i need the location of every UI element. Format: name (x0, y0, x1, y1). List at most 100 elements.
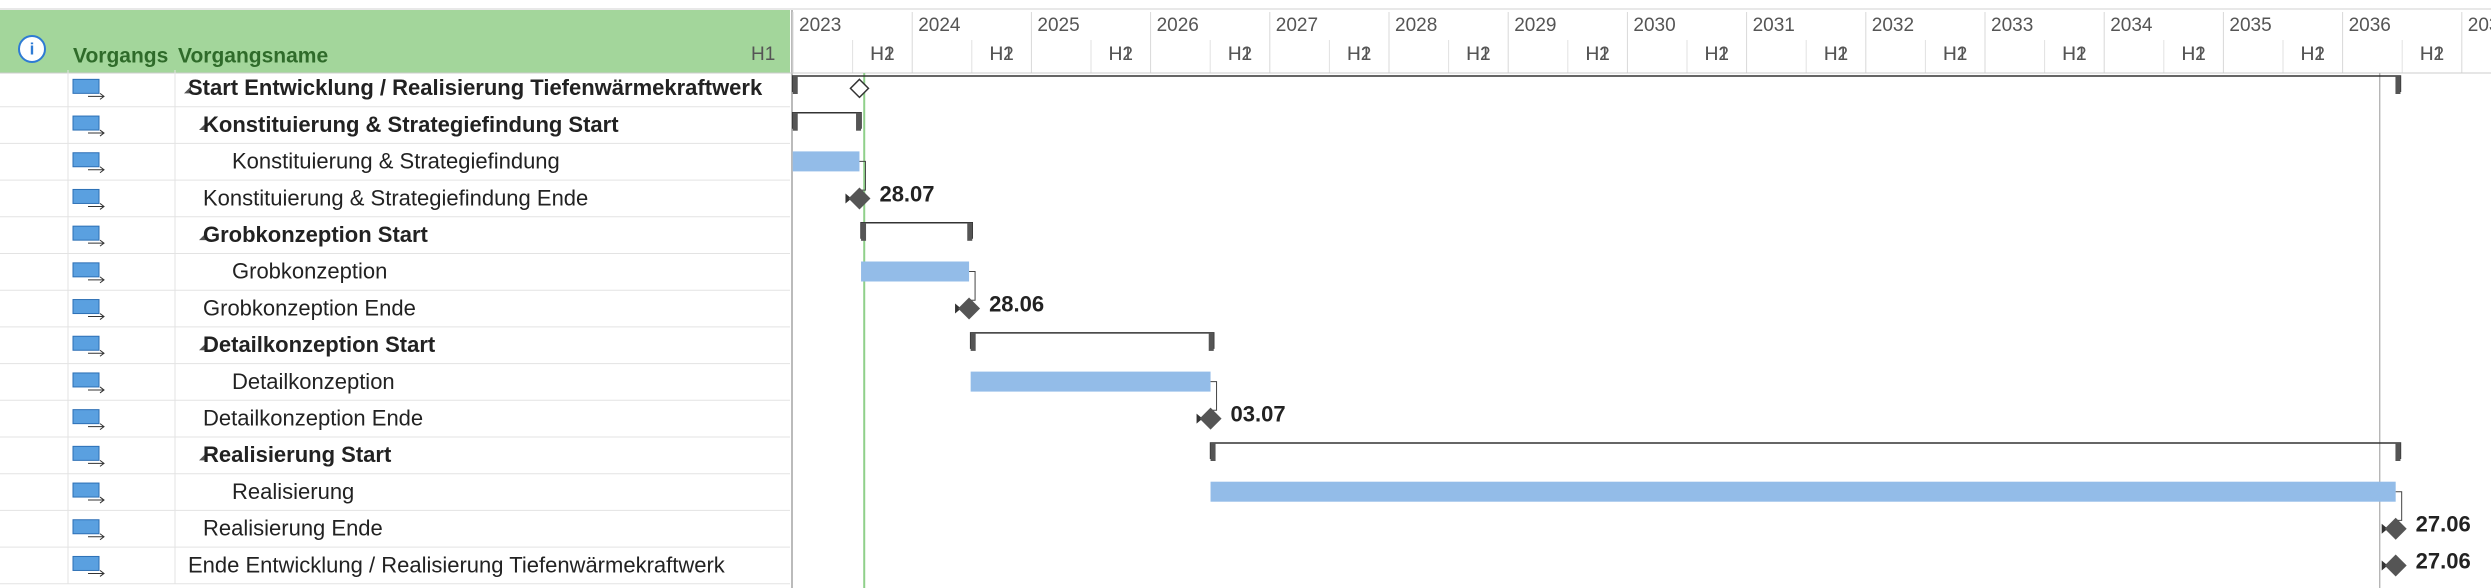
mode-icon (72, 188, 100, 204)
mode-arrow (88, 276, 105, 284)
mode-arrow (88, 313, 105, 320)
collapse-toggle (199, 123, 206, 131)
half-label: H1 (1466, 44, 1490, 65)
task-name: Konstituierung & Strategiefindung Ende (203, 185, 588, 210)
task-name: Realisierung Ende (203, 516, 383, 541)
half-label: H2 (1824, 44, 1848, 65)
milestone (2384, 517, 2407, 540)
year-label: 2025 (1037, 15, 1079, 36)
mode-arrow (88, 386, 105, 394)
half-label: H2 (1228, 44, 1252, 65)
summary-cap (856, 112, 862, 131)
half-label: H1 (2420, 44, 2444, 65)
year-label: 2027 (1276, 15, 1318, 36)
year-label: 2024 (918, 15, 961, 36)
half-label: H1 (1943, 44, 1967, 65)
collapse-toggle (199, 343, 206, 351)
half-label: H2 (989, 44, 1013, 65)
year-label: 2030 (1633, 15, 1675, 36)
mode-icon (72, 555, 100, 571)
mode-icon (72, 262, 100, 278)
half-label: H1 (1228, 44, 1252, 65)
task-name: Realisierung Start (203, 442, 392, 467)
task-name: Ende Entwicklung / Realisierung Tiefenwä… (188, 552, 726, 577)
mode-icon (72, 78, 100, 94)
mode-icon (72, 409, 100, 425)
year-label: 2032 (1872, 15, 1914, 36)
summary-cap (970, 332, 976, 351)
half-label: H2 (1705, 44, 1729, 65)
mode-arrow (88, 423, 105, 431)
info-glyph: i (30, 39, 35, 58)
mode-arrow (88, 459, 105, 467)
mode-icon (72, 445, 100, 461)
summary-cap (967, 222, 973, 241)
half-label: H1 (1109, 44, 1133, 65)
half-label: H2 (1585, 44, 1609, 65)
mode-icon (72, 372, 100, 388)
mode-arrow (88, 349, 105, 357)
summary-bar (969, 332, 1215, 349)
half-label: H1 (751, 44, 775, 65)
mode-icon (72, 519, 100, 535)
milestone (958, 297, 981, 320)
task-name: Detailkonzeption Start (203, 332, 436, 357)
task-name: Detailkonzeption Ende (203, 405, 423, 430)
task-name: Grobkonzeption Start (203, 222, 429, 247)
summary-bar (791, 111, 862, 129)
summary-cap (2395, 76, 2401, 94)
half-label: H2 (2301, 44, 2325, 65)
table-header (0, 10, 790, 73)
half-label: H1 (1824, 44, 1848, 65)
summary-bar (791, 75, 2402, 92)
half-label: H2 (1466, 44, 1490, 65)
half-label: H1 (870, 44, 894, 65)
start-milestone (849, 78, 870, 99)
half-label: H1 (1347, 44, 1371, 65)
milestone (2384, 554, 2407, 577)
task-name: Grobkonzeption (232, 259, 387, 284)
collapse-toggle (199, 453, 206, 461)
summary-cap (1210, 443, 1216, 461)
task-bar (792, 151, 860, 172)
summary-cap (792, 76, 798, 94)
task-bar (970, 371, 1211, 392)
collapse-toggle (199, 233, 206, 241)
task-name: Start Entwicklung / Realisierung Tiefenw… (188, 75, 763, 100)
task-name: Konstituierung & Strategiefindung Start (203, 112, 619, 137)
header-name: Vorgangsname (178, 45, 328, 68)
task-name: Grobkonzeption Ende (203, 295, 416, 320)
mode-arrow (88, 92, 105, 100)
mode-icon (72, 335, 100, 351)
half-label: H2 (1109, 44, 1133, 65)
summary-cap (792, 112, 798, 131)
year-label: 2029 (1514, 15, 1556, 36)
task-name: Detailkonzeption (232, 369, 395, 394)
year-label: 2036 (2349, 15, 2391, 36)
half-label: H2 (870, 44, 894, 65)
task-bar (861, 261, 970, 282)
year-label: 2026 (1157, 15, 1199, 36)
mode-icon (72, 482, 100, 498)
half-label: H2 (2420, 44, 2444, 65)
info-icon[interactable] (18, 35, 46, 63)
half-label: H2 (1347, 44, 1371, 65)
half-label: H1 (2301, 44, 2325, 65)
milestone (848, 187, 871, 210)
summary-cap (1208, 332, 1214, 351)
half-label: H2 (2181, 44, 2205, 65)
year-label: 2037 (2468, 15, 2491, 36)
summary-cap (861, 222, 867, 241)
half-label: H2 (1943, 44, 1967, 65)
milestone-label: 27.06 (2416, 548, 2471, 573)
year-label: 2035 (2229, 15, 2271, 36)
mode-arrow (88, 129, 105, 137)
year-label: 2023 (799, 15, 841, 36)
task-bar (1210, 481, 2396, 502)
header-mode: Vorgangs (73, 45, 168, 68)
year-label: 2033 (1991, 15, 2033, 36)
task-name: Realisierung (232, 479, 354, 504)
summary-bar (860, 222, 974, 239)
milestone-label: 27.06 (2416, 512, 2471, 537)
